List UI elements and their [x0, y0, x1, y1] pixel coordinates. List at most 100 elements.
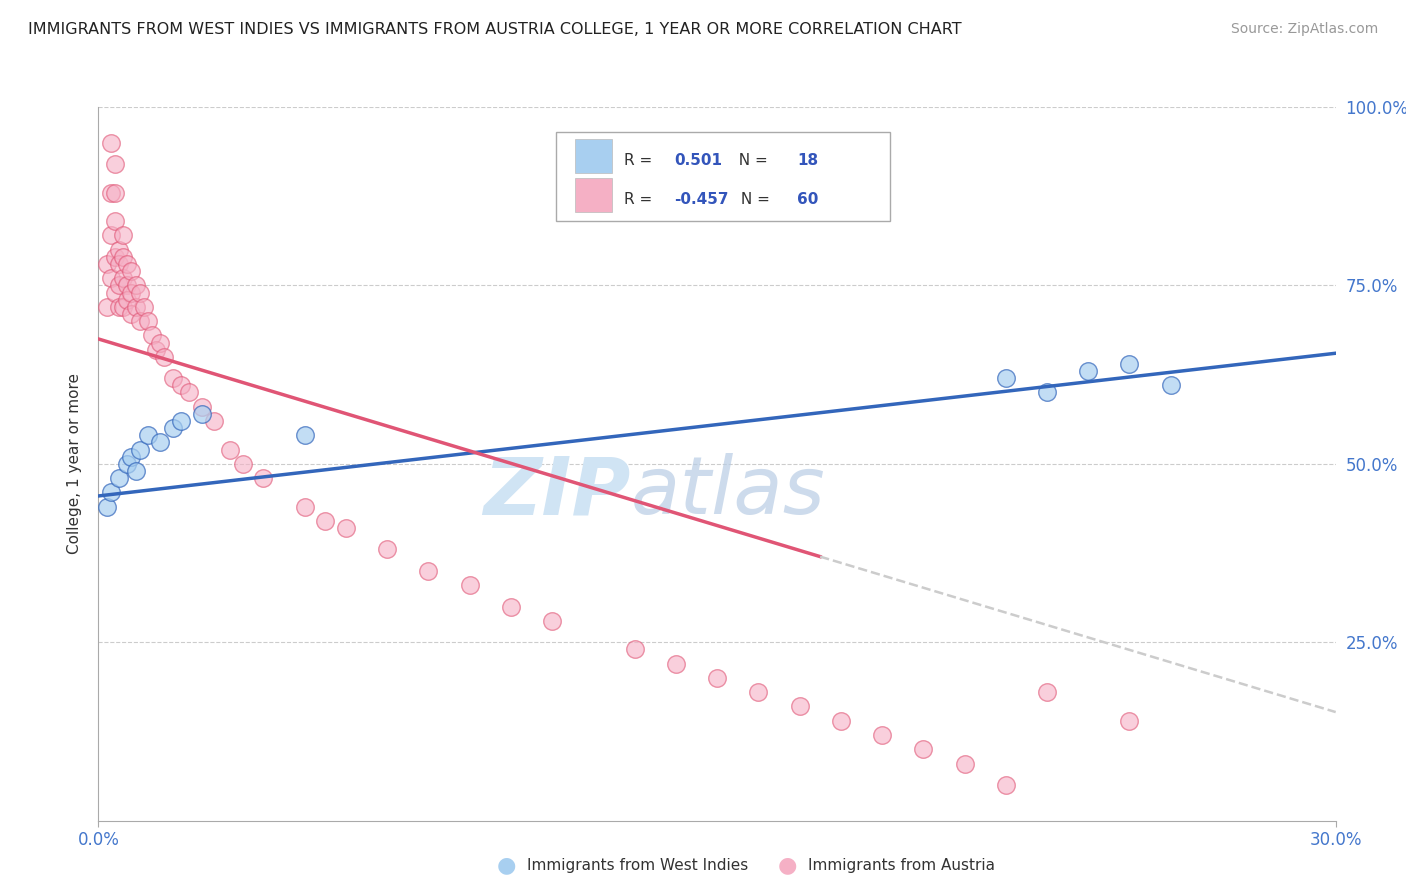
Point — [108, 243, 131, 257]
Text: Immigrants from West Indies: Immigrants from West Indies — [527, 858, 748, 872]
Point — [1118, 714, 1140, 728]
Point — [294, 428, 316, 442]
Point — [120, 285, 142, 300]
Point — [747, 685, 769, 699]
Text: 0.501: 0.501 — [673, 153, 721, 168]
Bar — [575, 139, 612, 173]
Point — [100, 485, 122, 500]
Text: N =: N = — [730, 153, 773, 168]
Y-axis label: College, 1 year or more: College, 1 year or more — [67, 374, 83, 554]
Point — [132, 300, 155, 314]
Point — [124, 464, 146, 478]
Bar — [575, 178, 612, 212]
Point — [458, 578, 481, 592]
Point — [994, 778, 1017, 792]
Point — [219, 442, 242, 457]
Point — [162, 371, 184, 385]
Text: ●: ● — [496, 855, 516, 875]
Point — [179, 385, 201, 400]
Point — [108, 471, 131, 485]
Point — [117, 457, 139, 471]
Point — [1036, 385, 1059, 400]
Point — [108, 300, 131, 314]
Point — [112, 271, 135, 285]
Point — [149, 335, 172, 350]
Point — [994, 371, 1017, 385]
Text: R =: R = — [624, 192, 658, 207]
Point — [202, 414, 225, 428]
Point — [830, 714, 852, 728]
Point — [912, 742, 935, 756]
Point — [117, 293, 139, 307]
Point — [112, 300, 135, 314]
Point — [104, 214, 127, 228]
Point — [1077, 364, 1099, 378]
Point — [108, 278, 131, 293]
Point — [96, 257, 118, 271]
Point — [96, 500, 118, 514]
Point — [120, 307, 142, 321]
Point — [145, 343, 167, 357]
Point — [375, 542, 398, 557]
Point — [128, 285, 150, 300]
Point — [190, 400, 212, 414]
Point — [112, 228, 135, 243]
Text: 18: 18 — [797, 153, 818, 168]
Point — [190, 407, 212, 421]
Text: -0.457: -0.457 — [673, 192, 728, 207]
Point — [418, 564, 440, 578]
Point — [104, 186, 127, 200]
Point — [870, 728, 893, 742]
Point — [96, 300, 118, 314]
Point — [623, 642, 645, 657]
Point — [1118, 357, 1140, 371]
Text: atlas: atlas — [630, 453, 825, 532]
Point — [252, 471, 274, 485]
Point — [108, 257, 131, 271]
Point — [104, 250, 127, 264]
Point — [789, 699, 811, 714]
Point — [117, 278, 139, 293]
Point — [141, 328, 163, 343]
Point — [117, 257, 139, 271]
Point — [294, 500, 316, 514]
Point — [104, 157, 127, 171]
Point — [162, 421, 184, 435]
Point — [499, 599, 522, 614]
Point — [100, 228, 122, 243]
Point — [136, 314, 159, 328]
Point — [665, 657, 688, 671]
Text: ●: ● — [778, 855, 797, 875]
Point — [104, 285, 127, 300]
Point — [170, 378, 193, 392]
Point — [149, 435, 172, 450]
Point — [100, 271, 122, 285]
Point — [1036, 685, 1059, 699]
Text: 60: 60 — [797, 192, 818, 207]
Point — [541, 614, 564, 628]
Point — [120, 450, 142, 464]
Point — [314, 514, 336, 528]
Text: Immigrants from Austria: Immigrants from Austria — [808, 858, 995, 872]
Point — [136, 428, 159, 442]
Point — [112, 250, 135, 264]
Point — [232, 457, 254, 471]
Point — [170, 414, 193, 428]
Point — [153, 350, 176, 364]
Text: Source: ZipAtlas.com: Source: ZipAtlas.com — [1230, 22, 1378, 37]
Point — [120, 264, 142, 278]
Point — [128, 314, 150, 328]
Text: R =: R = — [624, 153, 658, 168]
FancyBboxPatch shape — [557, 132, 890, 221]
Point — [124, 300, 146, 314]
Point — [953, 756, 976, 771]
Point — [1160, 378, 1182, 392]
Text: IMMIGRANTS FROM WEST INDIES VS IMMIGRANTS FROM AUSTRIA COLLEGE, 1 YEAR OR MORE C: IMMIGRANTS FROM WEST INDIES VS IMMIGRANT… — [28, 22, 962, 37]
Text: ZIP: ZIP — [484, 453, 630, 532]
Point — [124, 278, 146, 293]
Point — [100, 136, 122, 150]
Point — [706, 671, 728, 685]
Text: N =: N = — [735, 192, 775, 207]
Point — [128, 442, 150, 457]
Point — [335, 521, 357, 535]
